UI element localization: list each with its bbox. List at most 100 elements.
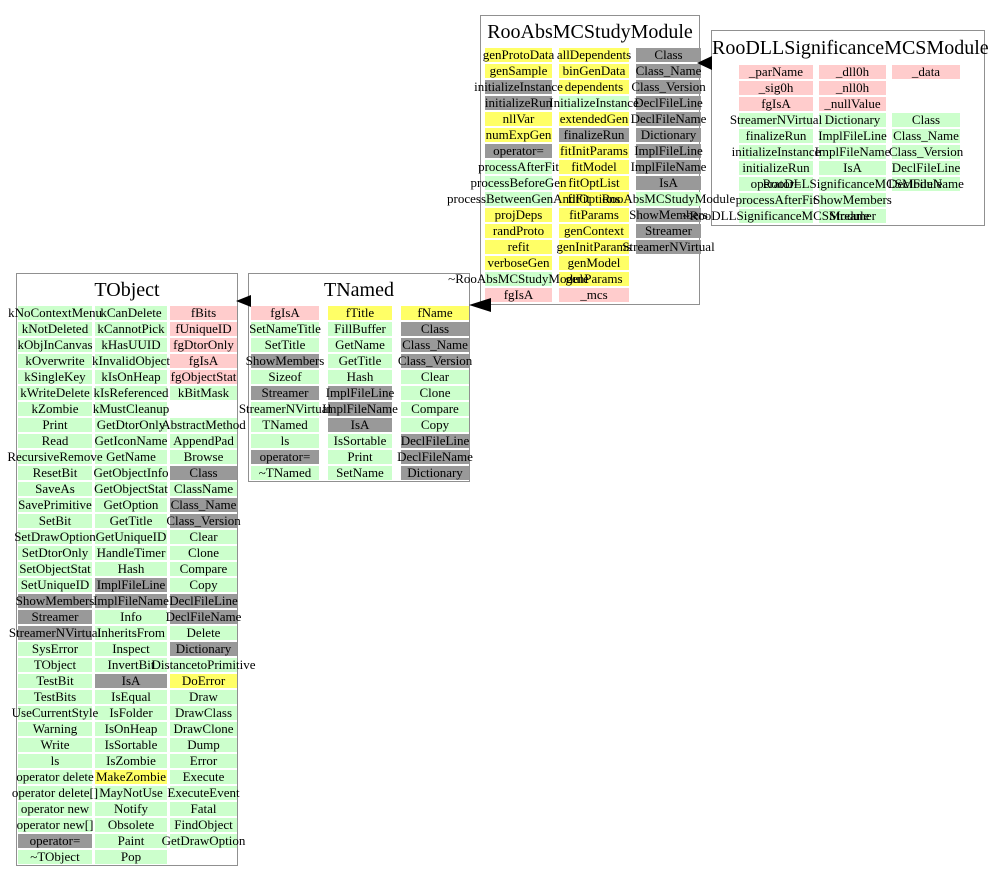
member-cell-TObject[interactable]: TObject xyxy=(18,658,92,672)
member-cell-kMustCleanup[interactable]: kMustCleanup xyxy=(93,402,169,416)
member-cell-fitOptList[interactable]: fitOptList xyxy=(559,176,629,190)
member-cell-TestBits[interactable]: TestBits xyxy=(18,690,92,704)
member-cell-ShowMembers[interactable]: ShowMembers xyxy=(246,354,324,368)
member-cell-GetTitle[interactable]: GetTitle xyxy=(95,514,167,528)
member-cell-fTitle[interactable]: fTitle xyxy=(328,306,392,320)
member-cell-ImplFileName[interactable]: ImplFileName xyxy=(93,594,169,608)
member-cell-AbstractMethod[interactable]: AbstractMethod xyxy=(161,418,246,432)
member-cell-operator new[][interactable]: operator new[] xyxy=(17,818,93,832)
member-cell-_parName[interactable]: _parName xyxy=(739,65,813,79)
member-cell-RecursiveRemove[interactable]: RecursiveRemove xyxy=(7,450,103,464)
member-cell-GetDtorOnly[interactable]: GetDtorOnly xyxy=(95,418,167,432)
member-cell-operator=[interactable]: operator= xyxy=(18,834,92,848)
member-cell-fgIsA[interactable]: fgIsA xyxy=(485,288,552,302)
member-cell-Dump[interactable]: Dump xyxy=(170,738,237,752)
member-cell-Obsolete[interactable]: Obsolete xyxy=(95,818,167,832)
member-cell-SetUniqueID[interactable]: SetUniqueID xyxy=(18,578,92,592)
member-cell-ShowMembers[interactable]: ShowMembers xyxy=(813,193,892,207)
member-cell-fgIsA[interactable]: fgIsA xyxy=(251,306,319,320)
member-cell-IsA[interactable]: IsA xyxy=(636,176,701,190)
member-cell-HandleTimer[interactable]: HandleTimer xyxy=(95,546,167,560)
member-cell-fgDtorOnly[interactable]: fgDtorOnly xyxy=(170,338,237,352)
member-cell-DeclFileName[interactable]: DeclFileName xyxy=(631,112,706,126)
class-title-roodllsignificancemcsmodule[interactable]: RooDLLSignificanceMCSModule xyxy=(712,37,989,59)
member-cell-Dictionary[interactable]: Dictionary xyxy=(819,113,886,127)
member-cell-DeclFileLine[interactable]: DeclFileLine xyxy=(892,161,960,175)
member-cell-SetBit[interactable]: SetBit xyxy=(18,514,92,528)
member-cell-GetName[interactable]: GetName xyxy=(328,338,392,352)
member-cell-Class_Name[interactable]: Class_Name xyxy=(636,64,701,78)
member-cell-Browse[interactable]: Browse xyxy=(170,450,237,464)
member-cell-initializeInstance[interactable]: initializeInstance xyxy=(474,80,563,94)
member-cell-SetNameTitle[interactable]: SetNameTitle xyxy=(249,322,321,336)
member-cell-Copy[interactable]: Copy xyxy=(401,418,469,432)
member-cell-initializeRun[interactable]: initializeRun xyxy=(485,96,552,110)
member-cell-processAfterFit[interactable]: processAfterFit xyxy=(736,193,816,207)
member-cell-Class[interactable]: Class xyxy=(636,48,701,62)
member-cell-refit[interactable]: refit xyxy=(485,240,552,254)
member-cell-projDeps[interactable]: projDeps xyxy=(485,208,552,222)
member-cell-fUniqueID[interactable]: fUniqueID xyxy=(170,322,237,336)
member-cell-Inspect[interactable]: Inspect xyxy=(95,642,167,656)
member-cell-Clone[interactable]: Clone xyxy=(401,386,469,400)
member-cell-Clear[interactable]: Clear xyxy=(401,370,469,384)
member-cell-ExecuteEvent[interactable]: ExecuteEvent xyxy=(167,786,240,800)
member-cell-allDependents[interactable]: allDependents xyxy=(557,48,631,62)
member-cell-operator new[interactable]: operator new xyxy=(18,802,92,816)
member-cell-processBetweenGenAndFit[interactable]: processBetweenGenAndFit xyxy=(447,192,590,206)
member-cell-initializeInstance[interactable]: initializeInstance xyxy=(732,145,820,159)
member-cell-GetIconName[interactable]: GetIconName xyxy=(95,434,167,448)
member-cell-Class_Version[interactable]: Class_Version xyxy=(889,145,963,159)
member-cell-kInvalidObject[interactable]: kInvalidObject xyxy=(92,354,170,368)
member-cell-ImplFileName[interactable]: ImplFileName xyxy=(815,145,890,159)
member-cell-Copy[interactable]: Copy xyxy=(170,578,237,592)
member-cell-IsZombie[interactable]: IsZombie xyxy=(95,754,167,768)
member-cell-IsSortable[interactable]: IsSortable xyxy=(328,434,392,448)
member-cell-StreamerNVirtual[interactable]: StreamerNVirtual xyxy=(730,113,822,127)
member-cell-UseCurrentStyle[interactable]: UseCurrentStyle xyxy=(12,706,98,720)
member-cell-Delete[interactable]: Delete xyxy=(170,626,237,640)
member-cell-Clone[interactable]: Clone xyxy=(170,546,237,560)
member-cell-ImplFileLine[interactable]: ImplFileLine xyxy=(634,144,703,158)
member-cell-Dictionary[interactable]: Dictionary xyxy=(401,466,469,480)
member-cell-ls[interactable]: ls xyxy=(18,754,92,768)
member-cell-genProtoData[interactable]: genProtoData xyxy=(483,48,554,62)
member-cell-Class[interactable]: Class xyxy=(892,113,960,127)
member-cell-fgIsA[interactable]: fgIsA xyxy=(739,97,813,111)
member-cell-fitOptions[interactable]: fitOptions xyxy=(559,192,629,206)
member-cell-SetName[interactable]: SetName xyxy=(328,466,392,480)
class-title-tnamed[interactable]: TNamed xyxy=(324,279,394,301)
member-cell-Clear[interactable]: Clear xyxy=(170,530,237,544)
member-cell-ShowMembers[interactable]: ShowMembers xyxy=(629,208,708,222)
member-cell-kNotDeleted[interactable]: kNotDeleted xyxy=(18,322,92,336)
member-cell-Error[interactable]: Error xyxy=(170,754,237,768)
member-cell-operator=[interactable]: operator= xyxy=(251,450,319,464)
member-cell-fName[interactable]: fName xyxy=(401,306,469,320)
member-cell-Execute[interactable]: Execute xyxy=(170,770,237,784)
member-cell-DoError[interactable]: DoError xyxy=(170,674,237,688)
member-cell-ImplFileLine[interactable]: ImplFileLine xyxy=(326,386,394,400)
member-cell-genParams[interactable]: genParams xyxy=(559,272,629,286)
member-cell-genInitParams[interactable]: genInitParams xyxy=(556,240,632,254)
member-cell-SetDtorOnly[interactable]: SetDtorOnly xyxy=(18,546,92,560)
member-cell-_data[interactable]: _data xyxy=(892,65,960,79)
member-cell-Streamer[interactable]: Streamer xyxy=(819,209,886,223)
member-cell-finalizeRun[interactable]: finalizeRun xyxy=(559,128,629,142)
member-cell-Class_Version[interactable]: Class_Version xyxy=(398,354,472,368)
member-cell-Fatal[interactable]: Fatal xyxy=(170,802,237,816)
member-cell-ClassName[interactable]: ClassName xyxy=(170,482,237,496)
member-cell-DrawClone[interactable]: DrawClone xyxy=(170,722,237,736)
member-cell-genModel[interactable]: genModel xyxy=(559,256,629,270)
member-cell-Streamer[interactable]: Streamer xyxy=(18,610,92,624)
member-cell-kWriteDelete[interactable]: kWriteDelete xyxy=(18,386,92,400)
member-cell-kIsReferenced[interactable]: kIsReferenced xyxy=(93,386,169,400)
member-cell-Class_Version[interactable]: Class_Version xyxy=(631,80,706,94)
member-cell-kOverwrite[interactable]: kOverwrite xyxy=(18,354,92,368)
member-cell-~TObject[interactable]: ~TObject xyxy=(18,850,92,864)
member-cell-fitInitParams[interactable]: fitInitParams xyxy=(559,144,629,158)
member-cell-Compare[interactable]: Compare xyxy=(170,562,237,576)
member-cell-GetDrawOption[interactable]: GetDrawOption xyxy=(162,834,245,848)
member-cell-DeclFileName[interactable]: DeclFileName xyxy=(166,610,241,624)
member-cell-SetObjectStat[interactable]: SetObjectStat xyxy=(18,562,92,576)
member-cell-IsA[interactable]: IsA xyxy=(819,161,886,175)
